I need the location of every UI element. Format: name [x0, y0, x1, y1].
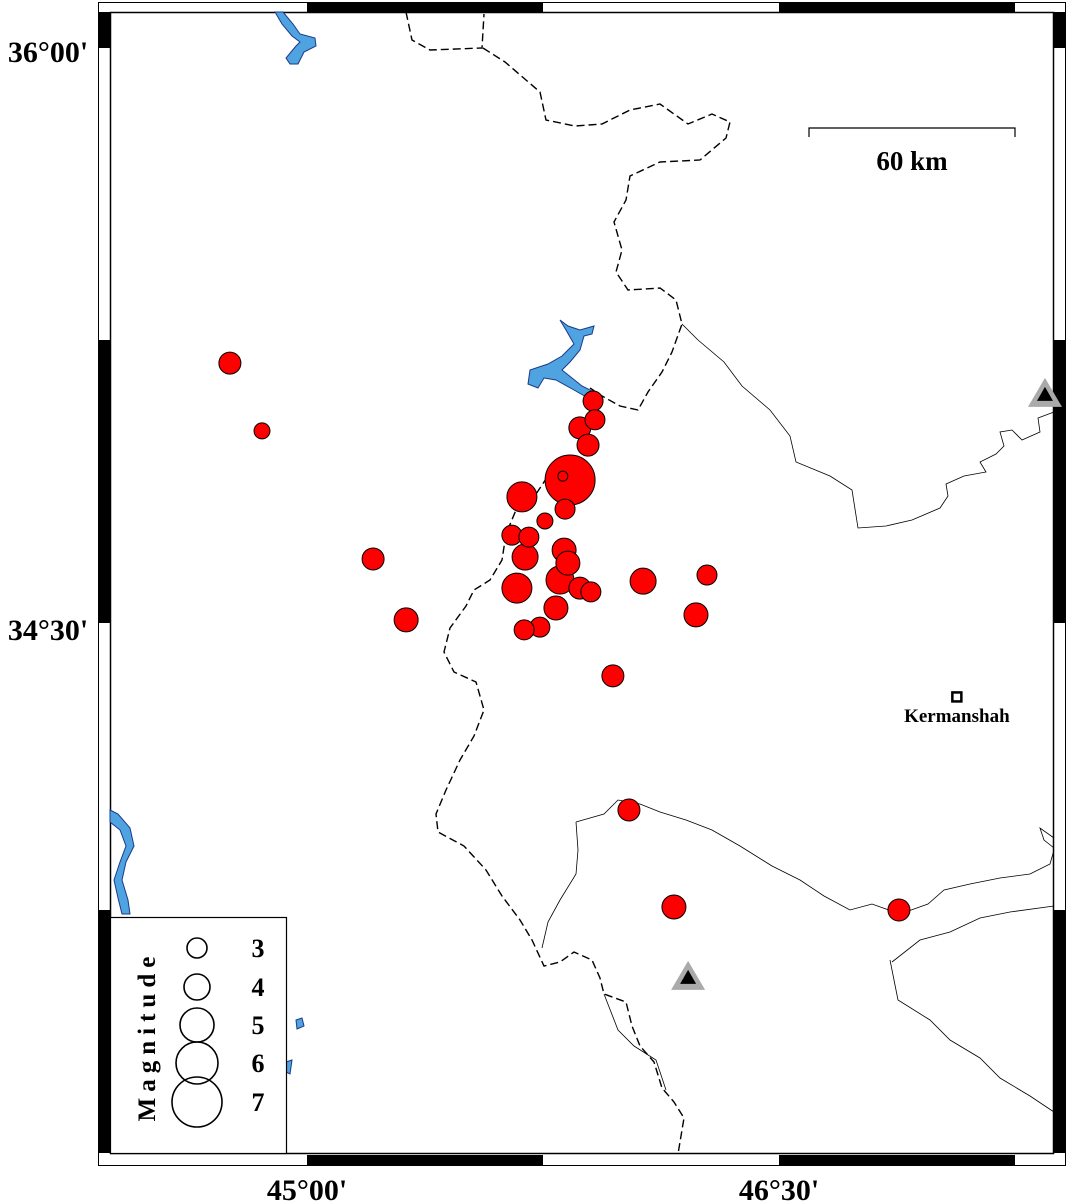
earthquake-event — [361, 547, 385, 571]
earthquake-event — [661, 894, 687, 920]
scale-bar: 60 km — [808, 127, 1016, 176]
legend-label: 4 — [252, 973, 265, 1002]
city-square-icon — [951, 691, 963, 703]
lat-label-34-30: 34°30' — [8, 614, 88, 647]
frame-bar-left — [99, 12, 110, 48]
legend-circle-icon — [183, 973, 211, 1001]
frame-bar-right — [1054, 340, 1065, 623]
city-label: Kermanshah — [904, 706, 1010, 727]
earthquake-event — [544, 454, 596, 506]
lon-label-46-30: 46°30' — [739, 1174, 819, 1203]
frame-bar-left — [99, 340, 110, 623]
earthquake-event — [393, 607, 419, 633]
legend-circle-icon — [175, 1041, 219, 1085]
lake-small-1 — [295, 1017, 305, 1030]
legend-label: 3 — [252, 934, 265, 963]
seismic-stations — [671, 377, 1062, 990]
earthquake-event — [536, 512, 554, 530]
earthquake-event — [584, 409, 606, 431]
earthquake-event — [696, 564, 718, 586]
earthquake-event — [513, 619, 535, 641]
frame-bar-bottom — [307, 1155, 543, 1165]
frame-bar-left — [99, 910, 110, 1153]
frame-bar-right — [1054, 910, 1065, 1153]
earthquake-event — [506, 481, 538, 513]
earthquake-event — [253, 422, 271, 440]
international-border — [405, 11, 731, 1155]
legend-label: 5 — [252, 1011, 265, 1040]
legend-label: 6 — [252, 1049, 265, 1078]
legend-label: 7 — [252, 1088, 265, 1117]
frame-bar-bottom — [779, 1155, 1015, 1165]
earthquake-event — [557, 470, 569, 482]
lon-label-45: 45°00' — [267, 1174, 347, 1203]
station-triangle-icon — [671, 960, 706, 990]
earthquake-event — [601, 664, 625, 688]
earthquake-event — [543, 595, 569, 621]
frame-bar-right — [1054, 12, 1065, 48]
earthquake-events — [218, 351, 911, 922]
earthquake-event — [554, 498, 576, 520]
earthquake-event — [576, 433, 600, 457]
frame-bar-top — [779, 3, 1015, 12]
earthquake-event — [887, 898, 911, 922]
legend-circle-icon — [171, 1076, 223, 1128]
earthquake-event — [617, 798, 641, 822]
river-north — [274, 11, 317, 65]
scale-bar-label: 60 km — [876, 146, 948, 176]
earthquake-event — [511, 543, 539, 571]
province-border-south — [541, 799, 1055, 1113]
earthquake-event — [555, 550, 581, 576]
legend-circle-icon — [186, 937, 208, 959]
borders — [405, 11, 1055, 1155]
earthquake-event — [501, 572, 533, 604]
magnitude-legend: Magnitude 3 4 5 6 7 — [109, 916, 288, 1155]
lat-label-36: 36°00' — [8, 36, 88, 69]
earthquake-event — [629, 567, 657, 595]
earthquake-event — [683, 602, 709, 628]
earthquake-event — [518, 526, 540, 548]
province-border-north — [681, 323, 1055, 529]
earthquake-event — [582, 390, 604, 412]
city-kermanshah: Kermanshah — [904, 691, 1010, 727]
earthquake-event — [580, 581, 602, 603]
station-triangle-icon — [1027, 377, 1062, 407]
frame-bar-top — [307, 3, 543, 12]
frame-scale-bars — [99, 3, 1065, 1165]
legend-title: Magnitude — [134, 951, 161, 1122]
river-west — [109, 809, 135, 915]
earthquake-event — [218, 351, 242, 375]
